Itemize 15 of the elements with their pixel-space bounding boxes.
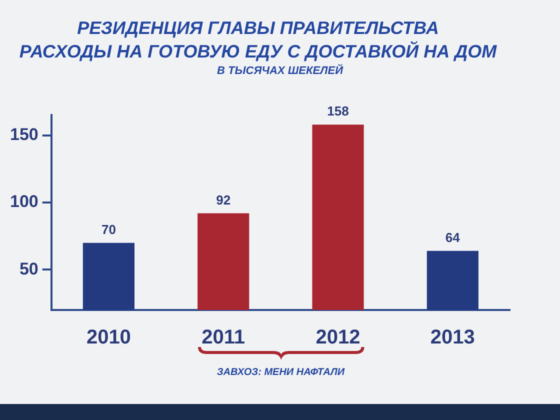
y-tick-label: 100	[10, 192, 38, 212]
text: В ТЫСЯЧАХ ШЕКЕЛЕЙ	[217, 64, 344, 78]
text: ЗАВХОЗ: МЕНИ НАФТАЛИ	[216, 366, 346, 378]
data-label: 92	[216, 192, 231, 208]
data-label: 64	[445, 230, 461, 245]
y-tick-label: 50	[19, 259, 38, 278]
x-tick-label: 2012	[316, 326, 360, 349]
x-tick-label: 2013	[430, 326, 475, 349]
chart-title: РЕЗИДЕНЦИЯ ГЛАВЫ ПРАВИТЕЛЬСТВА	[77, 18, 439, 38]
data-label: 70	[101, 222, 116, 237]
data-label: 158	[327, 104, 349, 119]
chart-subtitle: РАСХОДЫ НА ГОТОВУЮ ЕДУ С ДОСТАВКОЙ НА ДОМ	[19, 40, 498, 62]
y-tick-label: 150	[10, 125, 38, 144]
x-tick-label: 2011	[202, 326, 246, 349]
x-tick-label: 2010	[86, 326, 131, 349]
